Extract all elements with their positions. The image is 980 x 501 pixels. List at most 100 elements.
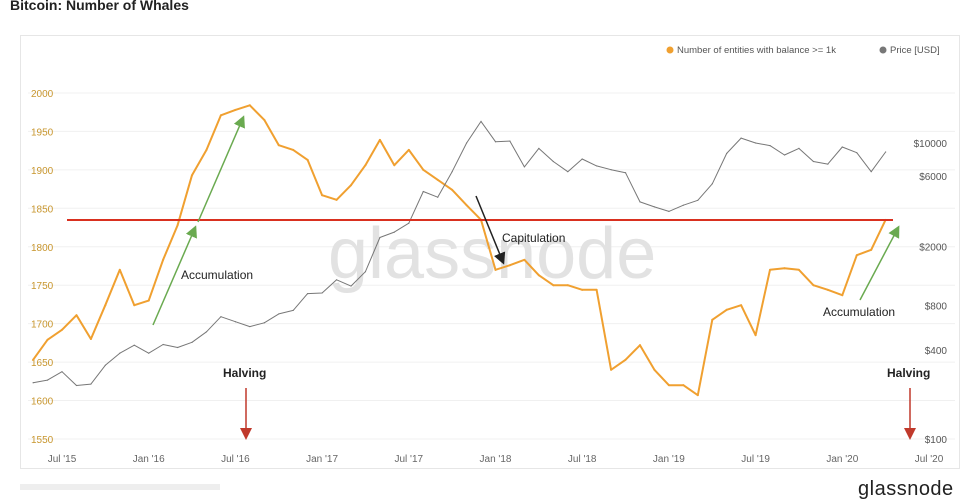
left-tick-label: 1700 bbox=[31, 320, 54, 331]
x-tick-label: Jan '18 bbox=[480, 454, 512, 465]
right-tick-label: $10000 bbox=[914, 139, 948, 150]
price-point bbox=[596, 165, 598, 167]
whales-point bbox=[667, 384, 670, 387]
whales-point bbox=[465, 204, 468, 207]
price-point bbox=[697, 199, 699, 201]
price-point bbox=[263, 322, 265, 324]
price-point bbox=[783, 154, 786, 156]
whales-point bbox=[277, 144, 280, 147]
price-point bbox=[177, 346, 179, 349]
whales-point bbox=[639, 344, 641, 347]
whales-line bbox=[32, 104, 887, 397]
whales-point bbox=[61, 328, 63, 331]
capitulation-arrow bbox=[475, 195, 506, 265]
whales-point bbox=[754, 334, 757, 337]
whales-point bbox=[552, 284, 555, 287]
right-tick-label: $100 bbox=[925, 435, 948, 446]
x-tick-label: Jul '17 bbox=[395, 454, 424, 465]
price-point bbox=[393, 231, 395, 233]
accumulation-label-2: Accumulation bbox=[823, 305, 895, 319]
price-point bbox=[422, 190, 424, 193]
series-group bbox=[32, 104, 887, 397]
whales-point bbox=[682, 384, 685, 387]
price-point bbox=[278, 313, 280, 315]
whales-point bbox=[205, 148, 208, 151]
price-point bbox=[827, 163, 829, 165]
price-point bbox=[769, 145, 771, 147]
capitulation-label: Capitulation bbox=[502, 231, 565, 245]
price-point bbox=[205, 331, 208, 333]
x-axis: Jul '15 Jan '16 Jul '16 Jan '17 Jul '17 Jan '… bbox=[48, 454, 944, 465]
price-point bbox=[307, 293, 309, 295]
price-point bbox=[292, 309, 294, 311]
price-point bbox=[379, 236, 381, 239]
x-tick-label: Jul '16 bbox=[221, 454, 250, 465]
whales-point bbox=[292, 148, 295, 151]
price-point bbox=[466, 142, 468, 144]
accumulation-arrow-1a bbox=[152, 225, 197, 326]
price-point bbox=[538, 147, 540, 149]
footer-caption bbox=[20, 484, 220, 490]
price-point bbox=[364, 271, 367, 273]
price-point bbox=[437, 196, 439, 198]
whales-point bbox=[133, 304, 136, 307]
price-point bbox=[726, 152, 728, 155]
left-tick-label: 1650 bbox=[31, 358, 54, 369]
whales-point bbox=[841, 294, 844, 297]
price-point bbox=[798, 147, 800, 149]
whales-point bbox=[364, 164, 367, 167]
price-point bbox=[711, 183, 713, 185]
whales-point bbox=[147, 299, 150, 302]
legend-whales-label[interactable]: Number of entities with balance >= 1k bbox=[677, 45, 836, 56]
price-point bbox=[639, 201, 641, 203]
price-point bbox=[523, 166, 526, 168]
x-tick-label: Jan '19 bbox=[653, 454, 685, 465]
left-tick-label: 1600 bbox=[31, 397, 54, 408]
whales-point bbox=[624, 358, 627, 361]
whales-point bbox=[769, 268, 772, 271]
price-point bbox=[335, 279, 338, 281]
price-point bbox=[249, 325, 251, 328]
x-tick-label: Jul '18 bbox=[568, 454, 597, 465]
x-tick-label: Jul '19 bbox=[741, 454, 770, 465]
price-point bbox=[133, 344, 135, 346]
annotations: Accumulation Capitulation Accumulation H… bbox=[67, 115, 930, 440]
legend-whales-marker bbox=[666, 46, 674, 54]
halving-label-1: Halving bbox=[223, 366, 266, 380]
whales-point bbox=[89, 338, 92, 341]
whales-point bbox=[263, 118, 266, 121]
whales-point bbox=[46, 338, 49, 341]
left-tick-label: 1900 bbox=[31, 166, 54, 177]
accumulation-label-1: Accumulation bbox=[181, 268, 253, 282]
price-point bbox=[191, 341, 193, 343]
x-tick-label: Jan '17 bbox=[306, 454, 338, 465]
left-tick-label: 1750 bbox=[31, 281, 54, 292]
legend: Number of entities with balance >= 1k Pr… bbox=[666, 45, 940, 56]
price-point bbox=[841, 146, 843, 148]
legend-price-label[interactable]: Price [USD] bbox=[890, 45, 940, 56]
whales-point bbox=[855, 254, 858, 257]
whales-point bbox=[783, 267, 786, 270]
price-point bbox=[682, 204, 684, 206]
whales-point bbox=[797, 268, 800, 271]
whales-point bbox=[870, 248, 873, 251]
whales-point bbox=[537, 274, 540, 277]
whales-point bbox=[32, 358, 35, 361]
left-tick-label: 1850 bbox=[31, 204, 54, 215]
glassnode-logo: glassnode bbox=[858, 478, 954, 500]
whales-point bbox=[118, 268, 121, 271]
price-point bbox=[162, 343, 164, 346]
price-point bbox=[755, 142, 757, 144]
whales-point bbox=[335, 198, 338, 201]
right-axis: $100 $400 $800 $2000 $6000 $10000 bbox=[914, 139, 948, 446]
whales-point bbox=[350, 184, 352, 187]
price-point bbox=[119, 352, 121, 354]
price-point bbox=[46, 379, 49, 381]
price-point bbox=[870, 171, 872, 173]
price-point bbox=[350, 285, 352, 287]
whales-point bbox=[393, 164, 396, 167]
legend-price-marker bbox=[879, 46, 887, 54]
whales-point bbox=[581, 288, 584, 291]
price-point bbox=[494, 141, 497, 143]
whales-point bbox=[494, 268, 497, 271]
